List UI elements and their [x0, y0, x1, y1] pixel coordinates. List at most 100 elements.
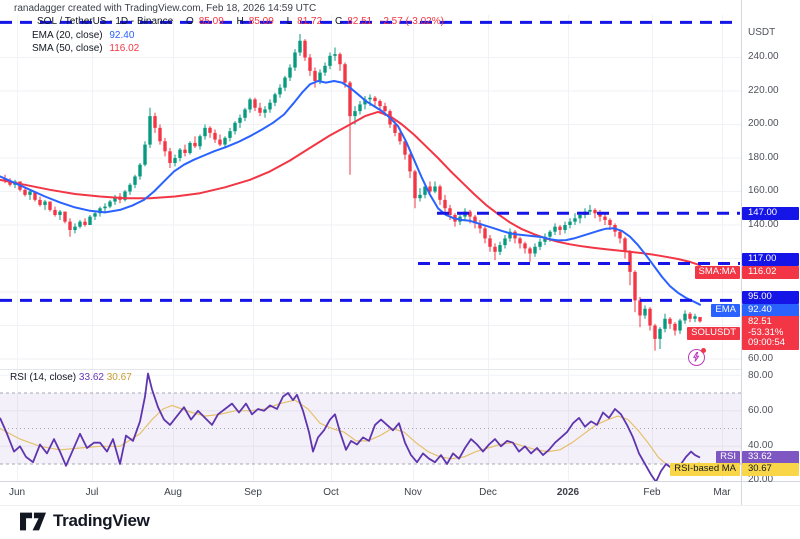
candle-body	[643, 308, 647, 316]
axis-plot-tag: EMA	[711, 304, 740, 317]
axis-tick-label: 240.00	[748, 51, 779, 62]
candle-body	[8, 181, 12, 185]
candle-body	[238, 117, 242, 123]
watermark-attribution: ranadagger created with TradingView.com,…	[14, 3, 317, 14]
candle-body	[83, 221, 87, 225]
axis-tick-label: 140.00	[748, 219, 779, 230]
candle-body	[323, 65, 327, 73]
candle-body	[248, 99, 252, 110]
candle-body	[573, 218, 577, 222]
time-axis-label: Jun	[8, 487, 26, 498]
candle-body	[508, 231, 512, 239]
tradingview-logo[interactable]: TradingView	[20, 511, 150, 531]
candle-body	[63, 211, 67, 222]
candle-body	[148, 116, 152, 145]
candle-body	[108, 201, 112, 207]
time-axis[interactable]: Jun Jul Aug Sep Oct Nov Dec 2026 Feb Mar	[0, 482, 741, 505]
axis-price-badge: 82.51 -53.31% 09:00:54	[742, 316, 799, 350]
candle-body	[328, 55, 332, 66]
candle-body	[38, 199, 42, 205]
candle-body	[263, 109, 267, 113]
axis-tick-label: 60.00	[748, 405, 774, 416]
candle-body	[288, 67, 292, 78]
time-axis-label: Nov	[404, 487, 422, 498]
candle-body	[363, 99, 367, 105]
notification-dot	[701, 348, 706, 353]
candle-body	[53, 209, 57, 215]
pane-separator[interactable]	[0, 369, 741, 370]
candle-body	[163, 141, 167, 152]
candle-body	[273, 94, 277, 103]
candle-body	[383, 106, 387, 112]
axis-plot-tag: RSI	[716, 451, 740, 464]
legend-rsi-value: 33.62	[78, 372, 104, 383]
candle-body	[208, 127, 212, 133]
candle-body	[358, 104, 362, 112]
candle-body	[303, 40, 307, 58]
flash-idea-button[interactable]	[688, 349, 705, 366]
change-value: -2.57 (-3.02%)	[380, 16, 444, 27]
axis-tick-label: 80.00	[748, 370, 774, 381]
candle-body	[218, 139, 222, 145]
price-axis[interactable]: USDT 240.00 220.00 200.00 180.00 160.00 140.0…	[670, 0, 800, 485]
candle-body	[653, 325, 657, 339]
candle-body	[593, 209, 597, 214]
candle-body	[73, 226, 77, 231]
candle-body	[143, 144, 147, 165]
axis-tick-label: 60.00	[748, 353, 774, 364]
candle-body	[633, 271, 637, 301]
candle-body	[523, 243, 527, 249]
axis-price-badge: 147.00	[742, 207, 799, 220]
candle-body	[48, 201, 52, 210]
main-chart-svg[interactable]	[0, 0, 741, 481]
candle-body	[668, 318, 672, 324]
symbol-title: SOL / TetherUS - 1D - Binance	[37, 16, 174, 27]
price-axis-separator	[741, 0, 742, 505]
legend-ema-value: 92.40	[109, 30, 135, 41]
candle-body	[203, 127, 207, 137]
rsi-band	[0, 393, 741, 464]
candle-body	[483, 228, 487, 239]
candle-body	[423, 186, 427, 195]
candle-body	[308, 57, 312, 71]
rsi-ma-line[interactable]	[0, 399, 701, 470]
legend-sma[interactable]: SMA (50, close) 116.02	[32, 43, 139, 54]
candle-body	[158, 127, 162, 142]
candle-body	[448, 208, 452, 215]
legend-rsi[interactable]: RSI (14, close) 33.62 30.67	[10, 372, 132, 383]
candle-body	[493, 246, 497, 252]
axis-plot-tag: SMA:MA	[694, 266, 740, 279]
candle-body	[128, 184, 132, 192]
candle-body	[298, 40, 302, 53]
candle-body	[103, 206, 107, 209]
symbol-legend-row[interactable]: SOL / TetherUS - 1D - Binance O 85.09 H 85…	[32, 16, 444, 27]
candle-body	[433, 186, 437, 192]
candle-body	[488, 238, 492, 247]
candle-body	[408, 154, 412, 172]
candle-body	[478, 223, 482, 229]
candle-body	[168, 151, 172, 164]
ema20-line[interactable]	[0, 80, 701, 306]
candle-body	[558, 226, 562, 231]
axis-tick-label: 160.00	[748, 185, 779, 196]
footer-separator	[0, 505, 800, 506]
price-axis-currency: USDT	[748, 27, 776, 38]
candle-body	[243, 109, 247, 118]
time-axis-label: Jul	[85, 487, 99, 498]
candle-body	[3, 178, 7, 182]
candle-body	[138, 164, 142, 177]
candle-body	[538, 241, 542, 247]
candle-body	[588, 209, 592, 212]
candle-body	[68, 221, 72, 231]
axis-tick-label: 220.00	[748, 85, 779, 96]
legend-ema[interactable]: EMA (20, close) 92.40	[32, 30, 134, 41]
rsi-line[interactable]	[0, 372, 701, 482]
candle-body	[153, 116, 157, 128]
sma50-line[interactable]	[0, 110, 701, 267]
legend-sma-label: SMA (50, close)	[32, 43, 103, 54]
candle-body	[533, 246, 537, 254]
candle-body	[413, 171, 417, 199]
candle-body	[98, 208, 102, 214]
candle-body	[28, 191, 32, 195]
